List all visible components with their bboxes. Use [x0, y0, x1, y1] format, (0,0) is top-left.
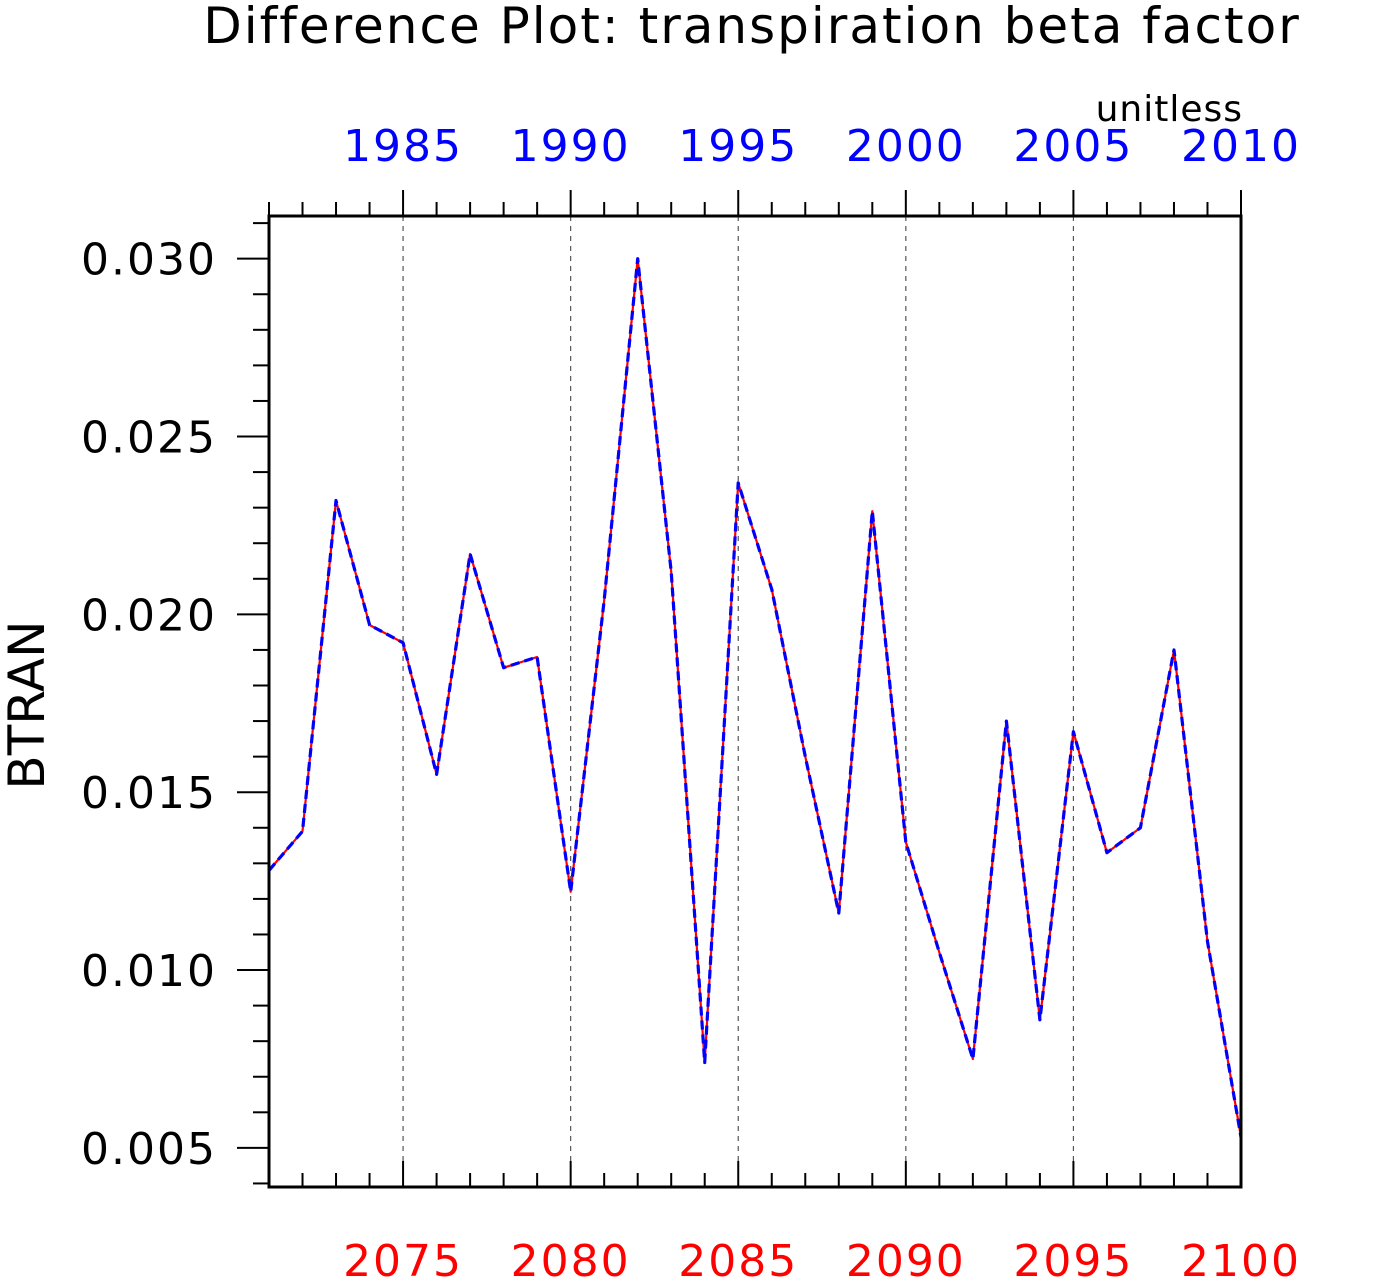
bottom-tick-label: 2095 — [1013, 1236, 1133, 1279]
top-tick-label: 1985 — [343, 121, 463, 172]
bottom-tick-label: 2100 — [1181, 1236, 1301, 1279]
y-tick-label: 0.010 — [81, 946, 217, 997]
series-layer — [267, 257, 1243, 1138]
y-tick-label: 0.015 — [81, 768, 217, 819]
plot-frame — [267, 214, 1243, 1189]
y-tick-label: 0.025 — [81, 413, 217, 464]
chart-title: Difference Plot: transpiration beta fact… — [203, 0, 1301, 55]
top-tick-label: 1990 — [511, 121, 631, 172]
top-tick-label: 1995 — [678, 121, 798, 172]
series-line-2 — [267, 257, 1243, 1138]
top-tick-label: 2005 — [1013, 121, 1133, 172]
vertical-gridlines — [402, 216, 1075, 1187]
bottom-tick-label: 2090 — [846, 1236, 966, 1279]
units-label: unitless — [1096, 89, 1243, 130]
bottom-tick-label: 2085 — [678, 1236, 798, 1279]
bottom-tick-label: 2075 — [343, 1236, 463, 1279]
y-axis-label: BTRAN — [0, 620, 56, 789]
y-tick-label: 0.005 — [81, 1124, 217, 1175]
y-tick-label: 0.020 — [81, 590, 217, 641]
top-tick-label: 2010 — [1181, 121, 1301, 172]
axes: 2075 2080 2085 2090 2095 2100 1985 1990 1995 2000… — [81, 121, 1301, 1279]
top-tick-label: 2000 — [846, 121, 966, 172]
y-tick-label: 0.030 — [81, 235, 217, 286]
bottom-tick-label: 2080 — [511, 1236, 631, 1279]
series-line-1 — [268, 257, 1243, 1138]
